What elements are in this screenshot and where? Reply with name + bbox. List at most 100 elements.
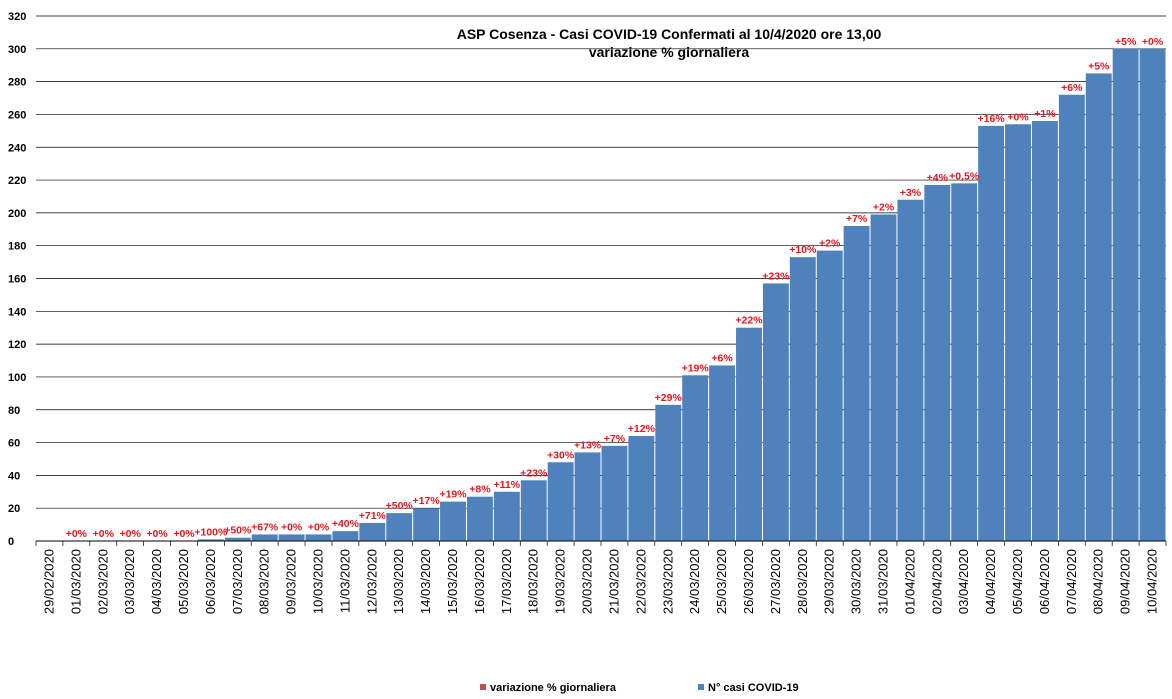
y-tick-label: 260 [8,109,26,121]
y-tick-label: 80 [8,405,20,417]
bar [305,534,332,541]
pct-label: +0% [173,528,195,540]
bar [440,501,466,541]
bars [197,48,1166,541]
chart-title: ASP Cosenza - Casi COVID-19 Confermati a… [457,26,882,42]
pct-label: +0% [146,528,168,540]
legend-swatch-casi [698,684,704,690]
bar [601,445,628,541]
x-tick-label: 05/04/2020 [1010,549,1025,614]
pct-label: +19% [439,489,467,501]
x-tick-label: 12/03/2020 [364,549,379,614]
pct-label: +23% [520,467,548,479]
bar [1058,94,1085,541]
pct-label: +0% [308,521,330,533]
x-tick-label: 19/03/2020 [553,549,568,614]
bar [359,522,386,541]
x-tick-label: 07/04/2020 [1064,549,1079,614]
pct-label: +0% [93,528,115,540]
pct-label: +0,5% [949,170,980,182]
pct-label: +0% [281,521,303,533]
x-tick-label: 14/03/2020 [418,549,433,614]
x-tick-label: 29/02/2020 [41,549,56,614]
pct-label: +6% [1061,82,1083,94]
x-tick-label: 21/03/2020 [606,549,621,614]
bar [332,531,359,541]
bar [1112,48,1139,541]
pct-label: +100% [194,526,228,538]
x-tick-label: 30/03/2020 [849,549,864,614]
x-tick-label: 01/04/2020 [902,549,917,614]
y-tick-label: 280 [8,77,26,89]
pct-label: +1% [1034,108,1056,120]
x-tick-label: 23/03/2020 [660,549,675,614]
x-tick-label: 10/03/2020 [311,549,326,614]
y-tick-label: 0 [8,536,14,548]
bar [736,327,762,541]
y-tick-label: 100 [8,372,26,384]
y-tick-label: 120 [8,339,26,351]
x-tick-label: 13/03/2020 [391,549,406,614]
x-tick-label: 07/03/2020 [230,549,245,614]
bar [924,184,951,541]
bar [1139,48,1166,541]
bar [897,199,924,541]
bar [1005,124,1031,541]
x-tick-label: 11/03/2020 [337,549,352,613]
legend-label-variazione: variazione % giornaliera [490,682,617,694]
y-tick-label: 60 [8,438,20,450]
pct-label: +29% [655,392,683,404]
y-tick-label: 20 [8,503,20,515]
bar [547,462,574,541]
bar [870,214,897,541]
x-tick-label: 08/04/2020 [1091,549,1106,614]
x-tick-label: 18/03/2020 [526,549,541,614]
x-tick-label: 09/04/2020 [1118,549,1133,614]
pct-label: +11% [494,479,521,491]
y-tick-label: 220 [8,175,26,187]
pct-label: +6% [711,352,733,364]
y-tick-label: 320 [8,11,26,23]
pct-label: +3% [900,187,922,199]
bar [816,250,843,541]
pct-label: +5% [1115,36,1137,48]
x-tick-label: 02/04/2020 [929,549,944,614]
y-tick-label: 180 [8,241,26,253]
x-tick-label: 15/03/2020 [445,549,460,614]
pct-label: +40% [332,518,360,530]
pct-label: +30% [547,449,575,461]
x-tick-label: 16/03/2020 [472,549,487,614]
x-tick-label: 03/04/2020 [956,549,971,614]
pct-label: +0% [66,528,88,540]
pct-label: +13% [574,439,602,451]
y-tick-label: 40 [8,470,20,482]
bar [709,365,736,541]
y-tick-label: 200 [8,208,26,220]
percentage-labels: +0% +0% +0% +0% +0% +100%+50% +67% +0% +0% +40%+7… [66,36,1164,540]
pct-label: +50% [386,500,414,512]
pct-label: +67% [251,521,279,533]
y-tick-label: 300 [8,44,26,56]
pct-label: +17% [413,495,441,507]
bar [843,226,870,541]
y-axis-ticks: 0 20 40 60 80 100 120 140 160 180 200 220 240 260 280 3… [8,11,26,548]
legend-label-casi: N° casi COVID-19 [708,682,799,694]
bar [493,491,520,541]
legend-swatch-variazione [480,684,486,690]
pct-label: +16% [978,113,1006,125]
bar [520,480,547,541]
bar [762,283,789,541]
chart-subtitle: variazione % giornaliera [589,44,749,60]
x-tick-label: 20/03/2020 [580,549,595,614]
pct-label: +7% [846,213,868,225]
x-tick-label: 05/03/2020 [176,549,191,614]
bar [224,537,251,541]
x-tick-label: 27/03/2020 [768,549,783,614]
x-tick-label: 17/03/2020 [499,549,514,614]
legend: variazione % giornaliera N° casi COVID-1… [480,682,799,694]
x-tick-label: 22/03/2020 [633,549,648,614]
bar [789,257,816,541]
x-tick-label: 04/03/2020 [149,549,164,614]
x-tick-label: 28/03/2020 [795,549,810,614]
